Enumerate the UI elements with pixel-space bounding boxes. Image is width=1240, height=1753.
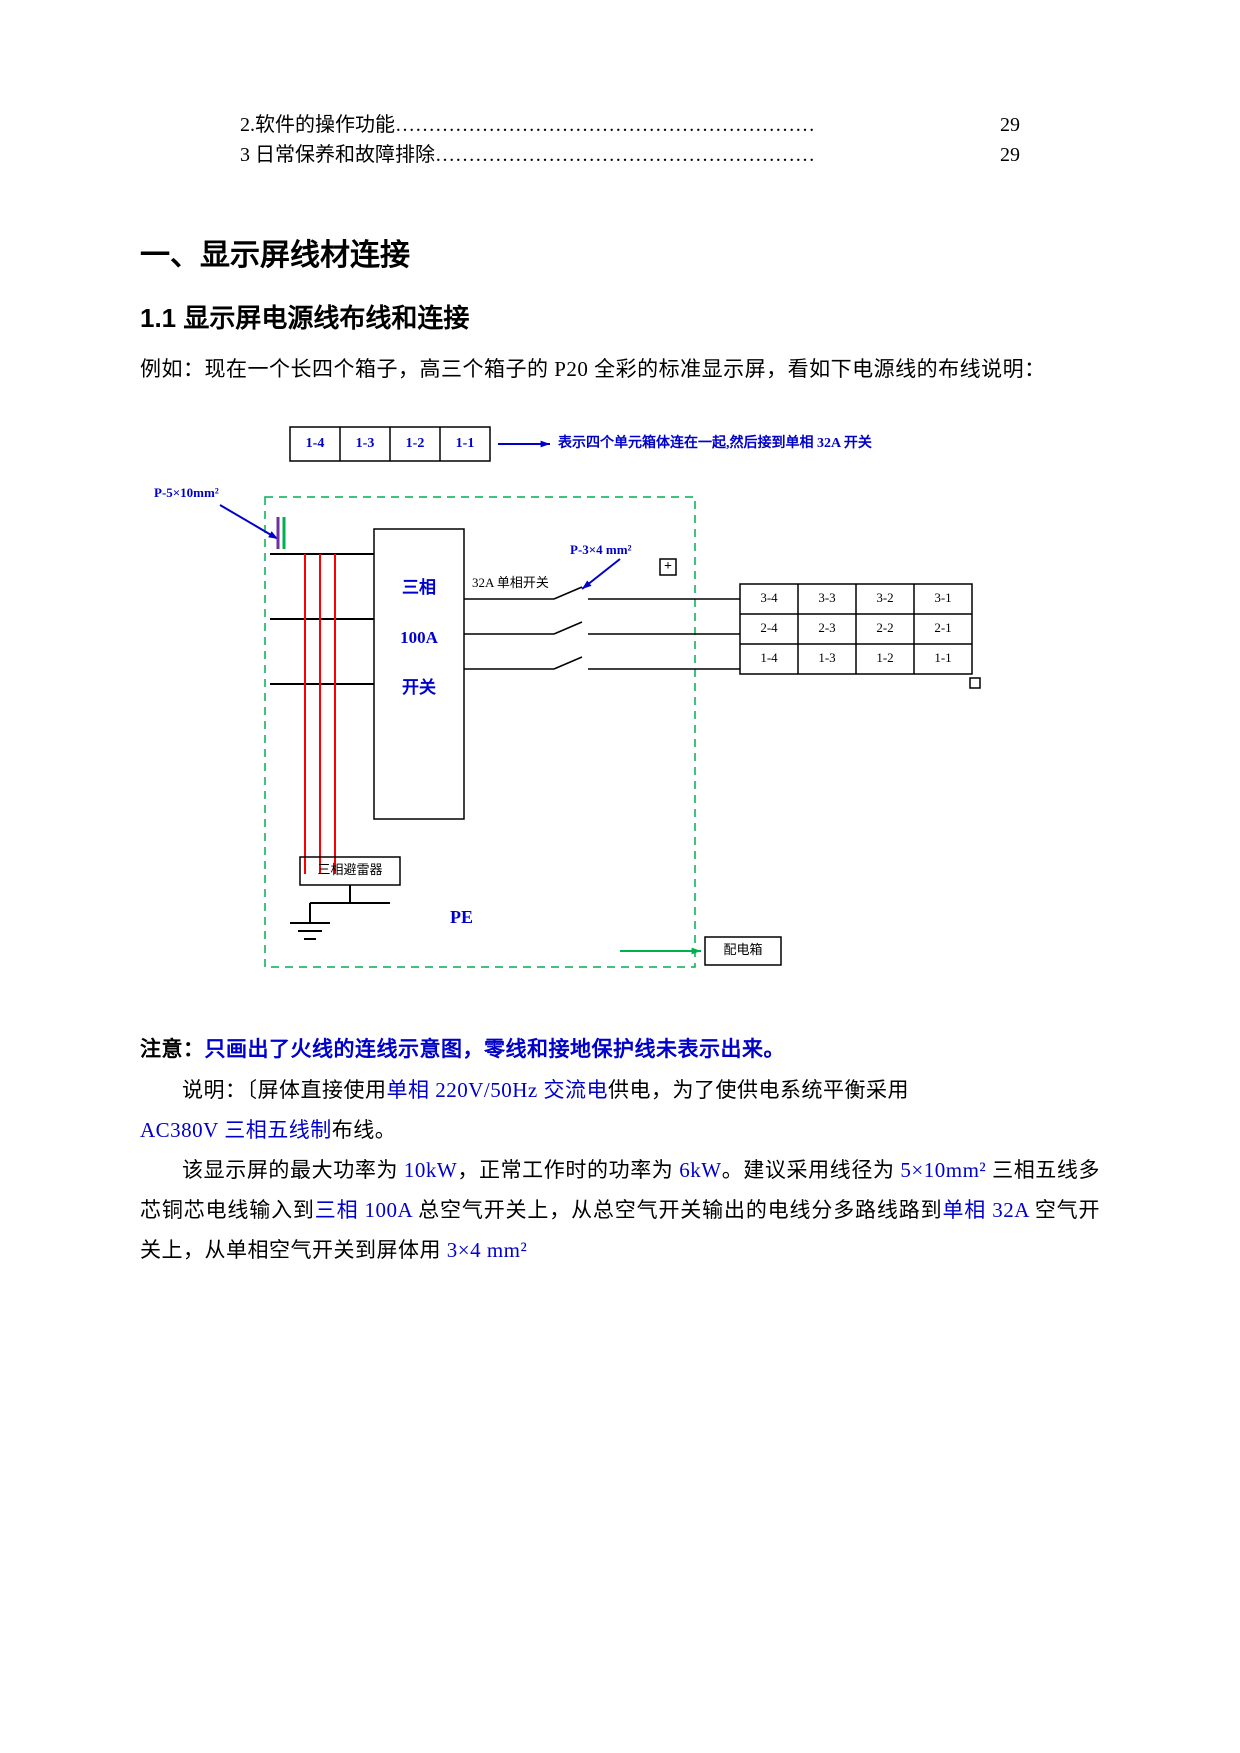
text: 。建议采用线径为 bbox=[722, 1158, 901, 1182]
paragraph-3: 该显示屏的最大功率为 10kW，正常工作时的功率为 6kW。建议采用线径为 5×… bbox=[140, 1150, 1100, 1270]
svg-text:1-4: 1-4 bbox=[760, 650, 778, 665]
svg-text:1-1: 1-1 bbox=[456, 436, 475, 451]
svg-text:三相: 三相 bbox=[402, 577, 436, 597]
svg-text:2-4: 2-4 bbox=[760, 620, 778, 635]
paragraph-2: AC380V 三相五线制布线。 bbox=[140, 1110, 1100, 1150]
svg-text:三相避雷器: 三相避雷器 bbox=[317, 862, 382, 877]
svg-text:1-3: 1-3 bbox=[818, 650, 835, 665]
toc-item: 3 日常保养和故障排除 ………………………………………………… 29 bbox=[240, 140, 1020, 170]
svg-text:100A: 100A bbox=[400, 628, 439, 647]
text-blue: 单相 220V/50Hz 交流电 bbox=[387, 1078, 609, 1102]
svg-text:2-3: 2-3 bbox=[818, 620, 835, 635]
text: 供电，为了使供电系统平衡采用 bbox=[608, 1078, 909, 1102]
toc-dots: ……………………………………………………… bbox=[395, 110, 1000, 140]
svg-text:1-4: 1-4 bbox=[306, 436, 325, 451]
text-blue: 10kW bbox=[404, 1158, 457, 1182]
heading-1: 一、显示屏线材连接 bbox=[140, 230, 1100, 274]
toc-block: 2.软件的操作功能 ……………………………………………………… 29 3 日常保… bbox=[140, 110, 1100, 170]
toc-label: 2.软件的操作功能 bbox=[240, 110, 395, 140]
svg-text:1-3: 1-3 bbox=[356, 436, 375, 451]
svg-text:3-2: 3-2 bbox=[876, 590, 893, 605]
text-blue: 6kW bbox=[679, 1158, 721, 1182]
svg-text:P-5×10mm²: P-5×10mm² bbox=[154, 485, 219, 500]
note-line: 注意：只画出了火线的连线示意图，零线和接地保护线未表示出来。 bbox=[140, 1029, 1100, 1070]
toc-item: 2.软件的操作功能 ……………………………………………………… 29 bbox=[240, 110, 1020, 140]
svg-text:+: + bbox=[664, 559, 672, 574]
svg-text:1-1: 1-1 bbox=[934, 650, 951, 665]
svg-text:1-2: 1-2 bbox=[876, 650, 893, 665]
svg-text:3-4: 3-4 bbox=[760, 590, 778, 605]
note-text: 只画出了火线的连线示意图，零线和接地保护线未表示出来。 bbox=[205, 1038, 786, 1061]
svg-text:PE: PE bbox=[450, 907, 473, 927]
svg-text:配电箱: 配电箱 bbox=[723, 942, 762, 957]
toc-page: 29 bbox=[1000, 110, 1020, 140]
text-blue: AC380V 三相五线制 bbox=[140, 1118, 332, 1142]
wiring-diagram: 1-4 1-3 1-2 1-1 表示四个单元箱体连在一起,然后接到单相 32A 开关 P-… bbox=[150, 419, 1090, 989]
svg-text:开关: 开关 bbox=[402, 677, 436, 697]
toc-page: 29 bbox=[1000, 140, 1020, 170]
text-blue: 单相 32A bbox=[942, 1198, 1028, 1222]
text-blue: 3×4 mm² bbox=[447, 1238, 528, 1262]
text-blue: 5×10mm² bbox=[900, 1158, 986, 1182]
svg-text:表示四个单元箱体连在一起,然后接到单相 32A 开关: 表示四个单元箱体连在一起,然后接到单相 32A 开关 bbox=[557, 434, 872, 451]
intro-paragraph: 例如：现在一个长四个箱子，高三个箱子的 P20 全彩的标准显示屏，看如下电源线的… bbox=[140, 349, 1100, 389]
toc-label: 3 日常保养和故障排除 bbox=[240, 140, 435, 170]
note-label: 注意： bbox=[140, 1038, 205, 1061]
svg-text:P-3×4 mm²: P-3×4 mm² bbox=[570, 542, 632, 557]
heading-2: 1.1 显示屏电源线布线和连接 bbox=[140, 298, 1100, 335]
svg-text:3-3: 3-3 bbox=[818, 590, 835, 605]
svg-text:32A 单相开关: 32A 单相开关 bbox=[472, 575, 549, 590]
svg-text:2-1: 2-1 bbox=[934, 620, 951, 635]
text-blue: 三相 100A bbox=[315, 1198, 412, 1222]
text: 该显示屏的最大功率为 bbox=[182, 1158, 404, 1182]
text: 布线。 bbox=[332, 1118, 397, 1142]
svg-text:3-1: 3-1 bbox=[934, 590, 951, 605]
toc-dots: ………………………………………………… bbox=[435, 140, 1000, 170]
text: 总空气开关上，从总空气开关输出的电线分多路线路到 bbox=[412, 1198, 942, 1222]
text: ，正常工作时的功率为 bbox=[457, 1158, 679, 1182]
svg-text:2-2: 2-2 bbox=[876, 620, 893, 635]
paragraph-1: 说明：〔屏体直接使用单相 220V/50Hz 交流电供电，为了使供电系统平衡采用 bbox=[140, 1070, 1100, 1110]
svg-text:1-2: 1-2 bbox=[406, 436, 425, 451]
text: 说明：〔屏体直接使用 bbox=[182, 1078, 387, 1102]
